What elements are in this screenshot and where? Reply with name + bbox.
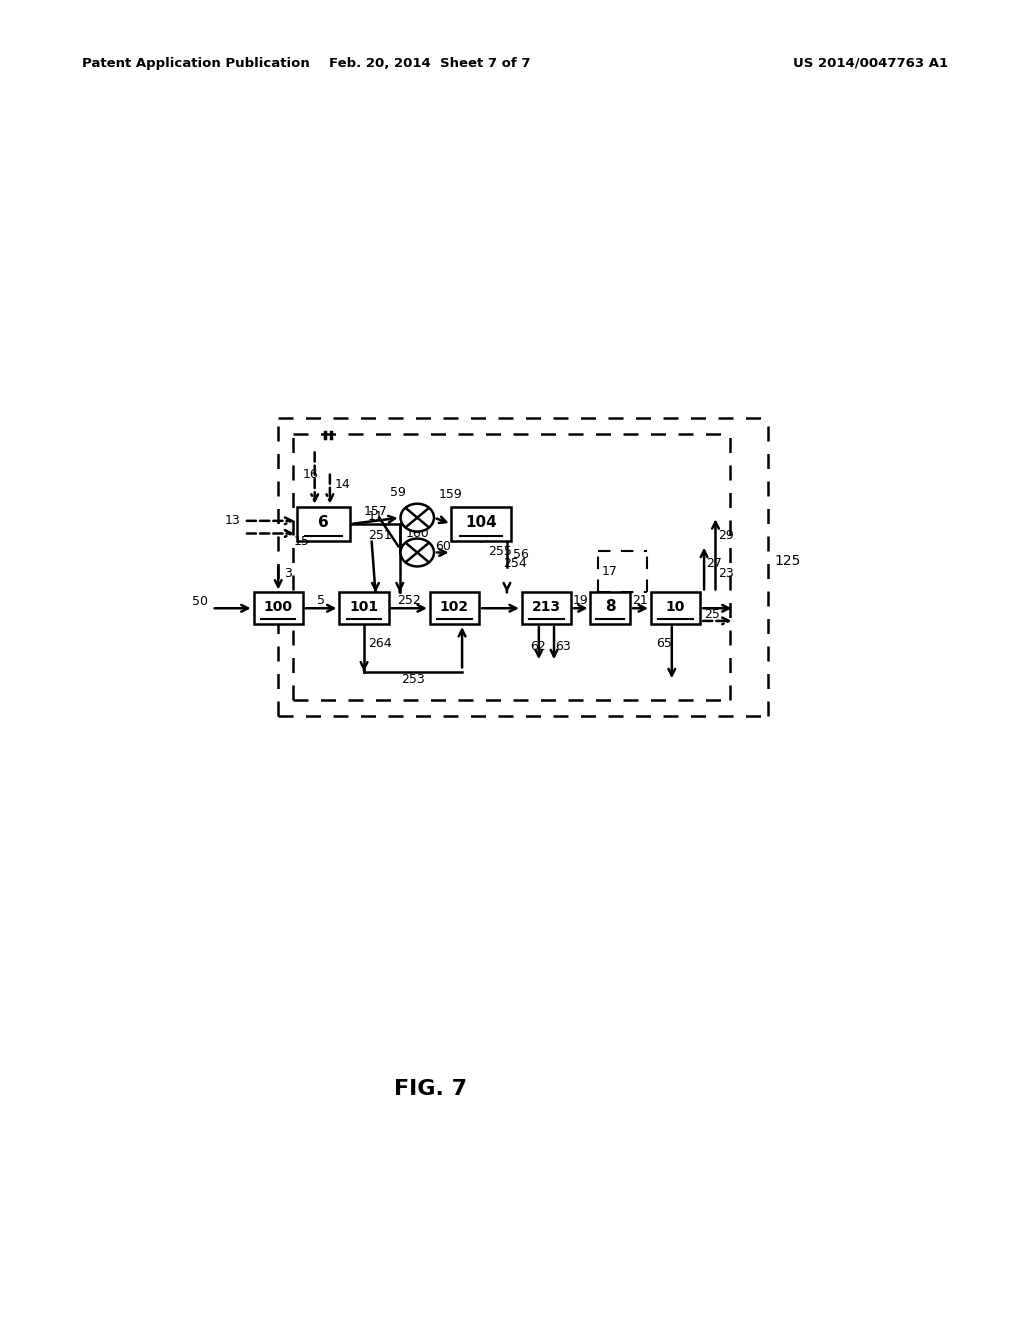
Text: FIG. 7: FIG. 7: [393, 1078, 467, 1100]
Text: 17: 17: [601, 565, 617, 578]
Bar: [452, 507, 511, 541]
Text: 14: 14: [335, 478, 350, 491]
Text: 21: 21: [633, 594, 648, 607]
Text: 15: 15: [294, 535, 309, 548]
Text: 8: 8: [605, 599, 615, 615]
Text: 60: 60: [435, 540, 451, 553]
Text: 50: 50: [191, 595, 208, 609]
Text: 252: 252: [397, 594, 421, 607]
Text: 27: 27: [707, 557, 722, 570]
Text: 6: 6: [318, 515, 329, 531]
Text: Patent Application Publication: Patent Application Publication: [82, 57, 309, 70]
Text: 23: 23: [718, 566, 733, 579]
Bar: [522, 593, 571, 624]
Bar: [339, 593, 389, 624]
Text: 104: 104: [465, 515, 497, 531]
Text: 65: 65: [656, 636, 673, 649]
Text: 5: 5: [317, 594, 326, 607]
Circle shape: [400, 504, 434, 532]
Bar: [254, 593, 303, 624]
Text: 63: 63: [556, 640, 571, 653]
Text: 16: 16: [302, 469, 318, 482]
Text: 11: 11: [368, 510, 383, 523]
Text: 13: 13: [224, 515, 241, 527]
Text: 160: 160: [406, 527, 430, 540]
Circle shape: [400, 539, 434, 566]
Text: 213: 213: [531, 601, 561, 614]
Text: 29: 29: [718, 529, 733, 543]
Text: 101: 101: [349, 601, 379, 614]
Text: 25: 25: [705, 609, 720, 622]
Text: 102: 102: [440, 601, 469, 614]
Text: 62: 62: [529, 640, 546, 653]
Bar: [591, 593, 630, 624]
Text: 251: 251: [368, 529, 391, 543]
Bar: [297, 507, 350, 541]
Text: 100: 100: [264, 601, 293, 614]
Text: 254: 254: [503, 557, 526, 570]
Text: Feb. 20, 2014  Sheet 7 of 7: Feb. 20, 2014 Sheet 7 of 7: [330, 57, 530, 70]
Bar: [651, 593, 700, 624]
Bar: [430, 593, 479, 624]
Text: 56: 56: [513, 548, 528, 561]
Text: 57: 57: [406, 552, 422, 565]
Text: 264: 264: [368, 636, 391, 649]
Text: 159: 159: [438, 487, 462, 500]
Text: 253: 253: [401, 673, 425, 685]
Text: 157: 157: [365, 504, 388, 517]
Text: 3: 3: [285, 566, 292, 579]
Text: US 2014/0047763 A1: US 2014/0047763 A1: [793, 57, 948, 70]
Text: 59: 59: [390, 486, 406, 499]
Text: 19: 19: [573, 594, 589, 607]
Text: 255: 255: [487, 545, 512, 558]
Text: 10: 10: [666, 601, 685, 614]
Text: 125: 125: [774, 553, 801, 568]
